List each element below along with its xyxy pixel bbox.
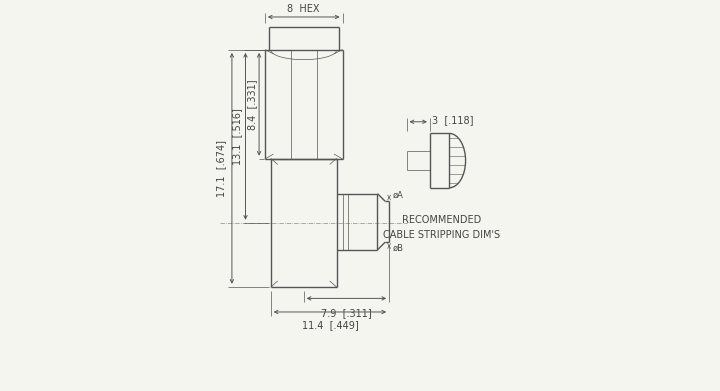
- Text: øB: øB: [392, 244, 403, 253]
- Text: RECOMMENDED: RECOMMENDED: [402, 215, 481, 225]
- Text: 13.1  [.516]: 13.1 [.516]: [233, 108, 243, 165]
- Text: øA: øA: [392, 191, 403, 200]
- Text: 17.1  [.674]: 17.1 [.674]: [216, 140, 226, 197]
- Text: 3  [.118]: 3 [.118]: [432, 115, 473, 125]
- Text: 8.4  [.331]: 8.4 [.331]: [247, 79, 257, 130]
- Text: CABLE STRIPPING DIM'S: CABLE STRIPPING DIM'S: [383, 230, 500, 240]
- Text: 7.9  [.311]: 7.9 [.311]: [321, 308, 372, 318]
- Text: 11.4  [.449]: 11.4 [.449]: [302, 320, 359, 330]
- Text: 8  HEX: 8 HEX: [287, 4, 320, 14]
